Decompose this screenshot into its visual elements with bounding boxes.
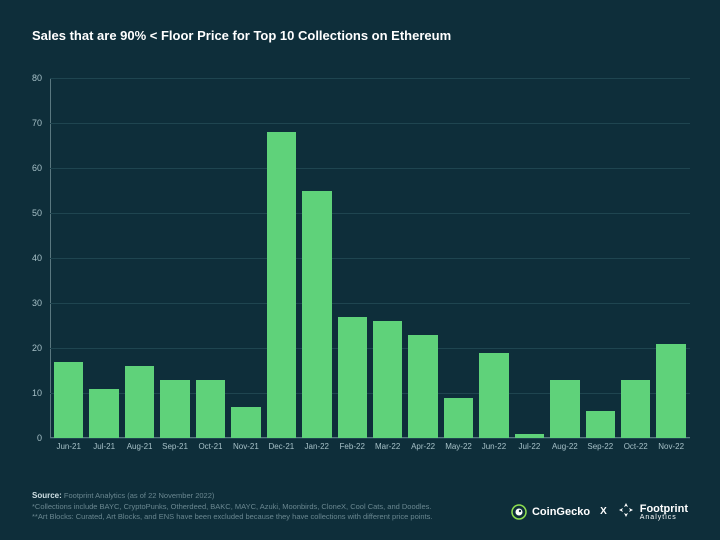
bar-slot: Jun-22 <box>479 78 508 438</box>
coingecko-icon <box>511 504 527 520</box>
x-tick-label: Sep-21 <box>162 442 188 451</box>
bar <box>515 434 544 439</box>
bar <box>267 132 296 438</box>
footnote-2: **Art Blocks: Curated, Art Blocks, and E… <box>32 512 433 521</box>
x-tick-label: Jul-22 <box>519 442 541 451</box>
bar <box>231 407 260 439</box>
source-text: Footprint Analytics (as of 22 November 2… <box>64 491 215 500</box>
bar-slot: Jul-22 <box>515 78 544 438</box>
bar <box>338 317 367 439</box>
x-tick-label: May-22 <box>445 442 472 451</box>
coingecko-logo: CoinGecko <box>511 504 590 520</box>
x-tick-label: Oct-22 <box>624 442 648 451</box>
bar <box>621 380 650 439</box>
footprint-subtext: Analytics <box>640 514 688 521</box>
footprint-logo: Footprint Analytics <box>617 501 688 522</box>
bars-container: Jun-21Jul-21Aug-21Sep-21Oct-21Nov-21Dec-… <box>50 78 690 438</box>
y-tick-label: 30 <box>12 298 42 308</box>
x-tick-label: Jun-21 <box>56 442 80 451</box>
bar-slot: Oct-21 <box>196 78 225 438</box>
y-tick-label: 80 <box>12 73 42 83</box>
bar <box>160 380 189 439</box>
bar-slot: Jan-22 <box>302 78 331 438</box>
y-tick-label: 70 <box>12 118 42 128</box>
x-tick-label: Apr-22 <box>411 442 435 451</box>
plot-region: Jun-21Jul-21Aug-21Sep-21Oct-21Nov-21Dec-… <box>50 78 690 438</box>
gridline <box>50 438 690 439</box>
footprint-text: Footprint <box>640 503 688 515</box>
x-tick-label: Jun-22 <box>482 442 506 451</box>
footprint-icon <box>617 501 635 522</box>
y-tick-label: 40 <box>12 253 42 263</box>
x-tick-label: Dec-21 <box>268 442 294 451</box>
bar-slot: Sep-22 <box>586 78 615 438</box>
footer: Source: Footprint Analytics (as of 22 No… <box>32 491 688 522</box>
x-tick-label: Aug-21 <box>127 442 153 451</box>
y-tick-label: 60 <box>12 163 42 173</box>
y-tick-label: 10 <box>12 388 42 398</box>
footprint-text-block: Footprint Analytics <box>640 503 688 521</box>
bar-slot: Aug-22 <box>550 78 579 438</box>
bar-slot: Dec-21 <box>267 78 296 438</box>
x-tick-label: Nov-21 <box>233 442 259 451</box>
x-tick-label: Jan-22 <box>305 442 329 451</box>
bar-slot: Aug-21 <box>125 78 154 438</box>
bar <box>408 335 437 439</box>
x-tick-label: Aug-22 <box>552 442 578 451</box>
bar <box>125 366 154 438</box>
x-tick-label: Feb-22 <box>340 442 365 451</box>
coingecko-text: CoinGecko <box>532 506 590 518</box>
chart-title: Sales that are 90% < Floor Price for Top… <box>32 28 451 43</box>
bar-slot: Oct-22 <box>621 78 650 438</box>
x-tick-label: Nov-22 <box>658 442 684 451</box>
source-block: Source: Footprint Analytics (as of 22 No… <box>32 491 433 522</box>
y-tick-label: 20 <box>12 343 42 353</box>
bar-slot: May-22 <box>444 78 473 438</box>
footnote-1: *Collections include BAYC, CryptoPunks, … <box>32 502 432 511</box>
bar-slot: Jul-21 <box>89 78 118 438</box>
bar-slot: Apr-22 <box>408 78 437 438</box>
bar <box>656 344 685 439</box>
bar-slot: Sep-21 <box>160 78 189 438</box>
bar-slot: Nov-21 <box>231 78 260 438</box>
bar <box>196 380 225 439</box>
bar <box>373 321 402 438</box>
bar-slot: Nov-22 <box>656 78 685 438</box>
bar-slot: Jun-21 <box>54 78 83 438</box>
x-tick-label: Jul-21 <box>93 442 115 451</box>
bar <box>550 380 579 439</box>
bar <box>54 362 83 439</box>
y-tick-label: 0 <box>12 433 42 443</box>
x-tick-label: Oct-21 <box>198 442 222 451</box>
bar <box>586 411 615 438</box>
bar <box>89 389 118 439</box>
bar <box>302 191 331 439</box>
logo-row: CoinGecko X Footprint Analytics <box>511 501 688 522</box>
bar <box>444 398 473 439</box>
bar <box>479 353 508 439</box>
bar-slot: Mar-22 <box>373 78 402 438</box>
y-tick-label: 50 <box>12 208 42 218</box>
chart-area: Jun-21Jul-21Aug-21Sep-21Oct-21Nov-21Dec-… <box>50 78 690 458</box>
logo-separator: X <box>600 506 607 517</box>
bar-slot: Feb-22 <box>338 78 367 438</box>
x-tick-label: Mar-22 <box>375 442 400 451</box>
x-tick-label: Sep-22 <box>587 442 613 451</box>
source-label: Source: <box>32 491 62 500</box>
